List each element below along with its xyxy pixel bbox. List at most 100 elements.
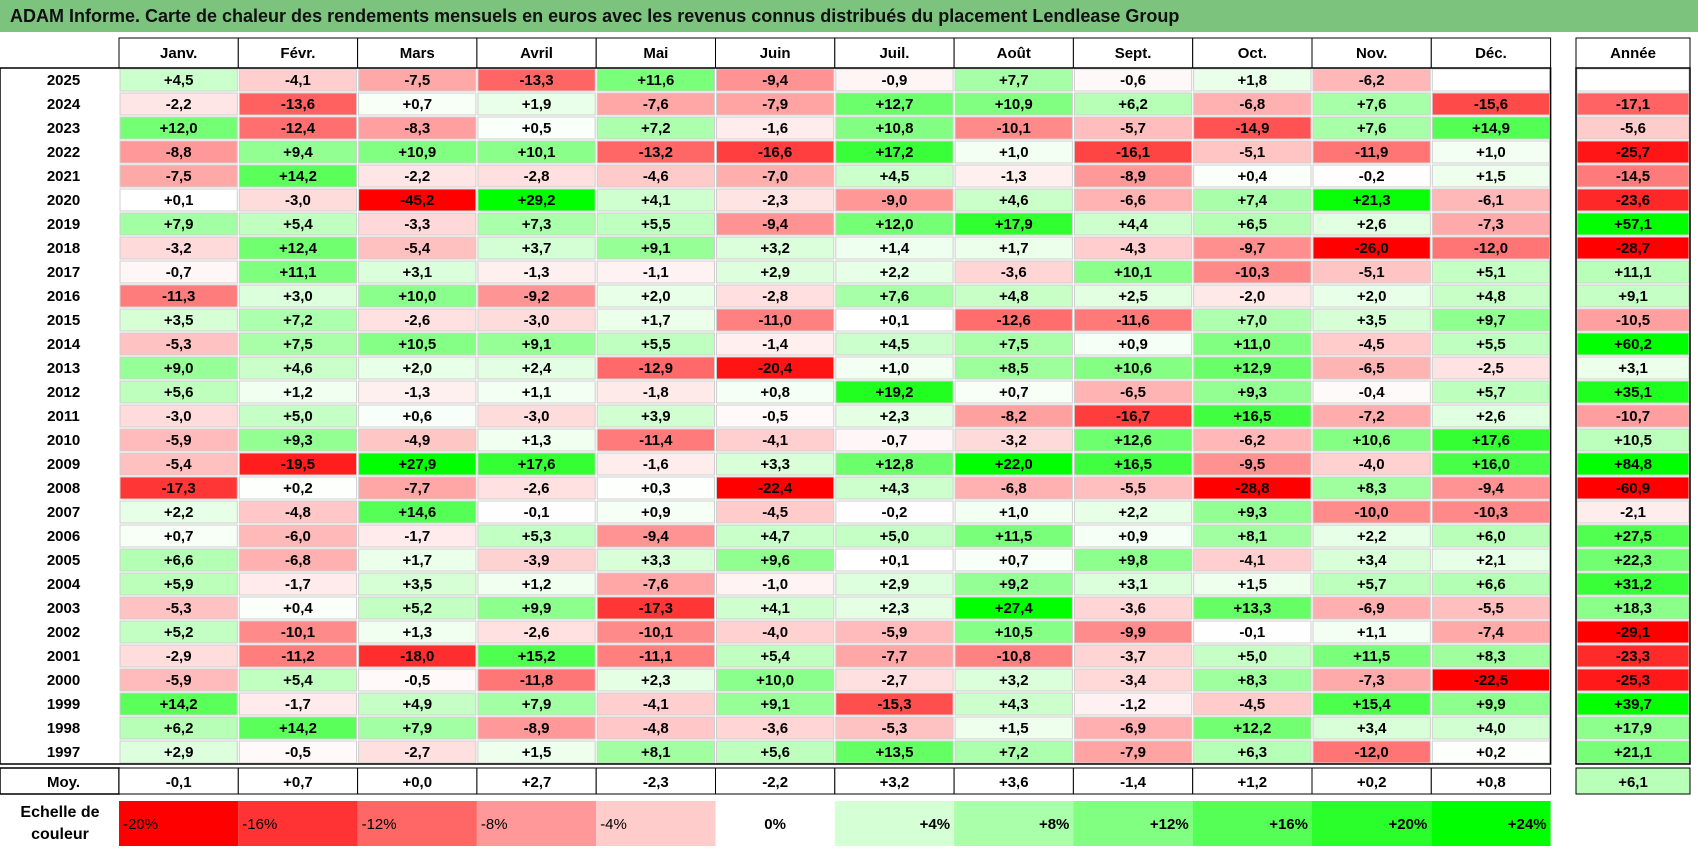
heatmap-cell <box>1431 140 1551 164</box>
year-label: 2024 <box>47 96 81 113</box>
heatmap-cell-value: +1,1 <box>522 384 552 401</box>
heatmap-cell-value: +5,2 <box>164 624 194 641</box>
heatmap-cell-value: +0,2 <box>1476 744 1506 761</box>
heatmap-cell <box>1193 644 1312 668</box>
heatmap-cell-value: +7,7 <box>999 72 1029 89</box>
heatmap-cell <box>1073 380 1193 404</box>
heatmap-cell-value: +7,3 <box>522 216 552 233</box>
heatmap-cell-value: -2,7 <box>882 672 908 689</box>
heatmap-cell <box>1193 716 1312 740</box>
heatmap-cell-value: +7,4 <box>1238 192 1268 209</box>
heatmap-cell <box>119 332 238 356</box>
heatmap-cell-value: +1,2 <box>283 384 313 401</box>
heatmap-cell <box>358 668 477 692</box>
heatmap-cell-value: -2,9 <box>166 648 192 665</box>
heatmap-cell-value: +11,5 <box>1353 648 1390 665</box>
heatmap-cell-value: -8,8 <box>166 144 192 161</box>
heatmap-cell-value: +2,0 <box>1357 288 1387 305</box>
heatmap-cell-value: -6,5 <box>1120 384 1146 401</box>
heatmap-cell <box>596 620 716 644</box>
heatmap-cell <box>238 740 358 764</box>
year-label: 1997 <box>47 744 80 761</box>
heatmap-cell <box>238 428 358 452</box>
heatmap-cell <box>1193 500 1312 524</box>
average-cell-value: +0,0 <box>402 774 432 791</box>
heatmap-cell <box>835 740 954 764</box>
heatmap-cell <box>596 332 716 356</box>
heatmap-cell-value: -3,0 <box>166 408 192 425</box>
heatmap-cell <box>119 548 238 572</box>
heatmap-cell <box>477 500 596 524</box>
heatmap-cell-value: +0,1 <box>164 192 194 209</box>
heatmap-cell-value: -7,7 <box>882 648 908 665</box>
heatmap-cell-value: +3,5 <box>164 312 194 329</box>
heatmap-cell <box>1073 692 1193 716</box>
heatmap-cell <box>358 284 477 308</box>
heatmap-cell <box>238 164 358 188</box>
heatmap-cell-value: +5,5 <box>641 216 671 233</box>
heatmap-cell <box>477 236 596 260</box>
heatmap-cell <box>477 524 596 548</box>
heatmap-cell <box>835 188 954 212</box>
heatmap-cell <box>835 116 954 140</box>
heatmap-cell <box>358 308 477 332</box>
year-label: 2012 <box>47 384 80 401</box>
heatmap-cell <box>1431 92 1551 116</box>
heatmap-cell-value: +7,2 <box>641 120 671 137</box>
heatmap-cell <box>358 740 477 764</box>
average-cell <box>1430 767 1552 795</box>
heatmap-cell <box>596 548 716 572</box>
heatmap-cell <box>835 380 954 404</box>
heatmap-cell-value: +7,2 <box>999 744 1029 761</box>
heatmap-cell-value: -20,4 <box>758 360 793 377</box>
annual-cell-value: +10,5 <box>1614 432 1652 449</box>
heatmap-cell-value: +2,3 <box>880 600 910 617</box>
heatmap-cell-value: +5,0 <box>1238 648 1268 665</box>
heatmap-cell-value: -6,0 <box>285 528 311 545</box>
annual-cell-value: +27,5 <box>1614 528 1652 545</box>
heatmap-cell <box>1193 548 1312 572</box>
heatmap-cell-value: +1,2 <box>522 576 552 593</box>
heatmap-cell <box>954 116 1073 140</box>
heatmap-cell-value: -7,5 <box>404 72 430 89</box>
month-header-label: Oct. <box>1238 45 1267 62</box>
heatmap-cell-value: +7,6 <box>880 288 910 305</box>
annual-cell <box>1576 620 1690 644</box>
heatmap-cell-value: +11,1 <box>279 264 316 281</box>
heatmap-cell-value: +9,1 <box>522 336 552 353</box>
heatmap-cell <box>596 68 716 92</box>
heatmap-cell-value: +0,4 <box>1238 168 1268 185</box>
heatmap-cell-value: -3,2 <box>166 240 192 257</box>
heatmap-cell <box>238 596 358 620</box>
heatmap-cell-value: +10,0 <box>398 288 436 305</box>
heatmap-cell <box>1193 164 1312 188</box>
color-scale-step-label: -16% <box>242 816 277 833</box>
heatmap-cell-value: -4,1 <box>1239 552 1265 569</box>
heatmap-cell <box>358 716 477 740</box>
average-cell <box>715 767 836 795</box>
heatmap-cell <box>238 548 358 572</box>
heatmap-cell <box>1312 716 1431 740</box>
annual-cell-value: -17,1 <box>1616 96 1650 113</box>
color-scale-swatch <box>834 801 955 846</box>
color-scale-step-label: +8% <box>1039 816 1069 833</box>
average-cell-value: +3,6 <box>999 774 1029 791</box>
heatmap-cell <box>1431 404 1551 428</box>
heatmap-cell-value: +2,6 <box>1476 408 1506 425</box>
annual-cell <box>1576 116 1690 140</box>
heatmap-cell <box>119 740 238 764</box>
heatmap-cell <box>1193 476 1312 500</box>
heatmap-cell-value: -0,5 <box>285 744 311 761</box>
heatmap-cell <box>477 404 596 428</box>
heatmap-cell <box>238 644 358 668</box>
annual-cell <box>1576 380 1690 404</box>
heatmap-cell <box>1312 164 1431 188</box>
heatmap-cell-value: +10,1 <box>518 144 556 161</box>
heatmap-cell-value: -7,6 <box>643 96 669 113</box>
heatmap-cell <box>477 92 596 116</box>
heatmap-cell <box>835 68 954 92</box>
heatmap-cell <box>954 356 1073 380</box>
heatmap-cell-value: +8,1 <box>641 744 671 761</box>
heatmap-cell-value: -2,2 <box>166 96 192 113</box>
heatmap-cell-value: -10,8 <box>997 648 1031 665</box>
